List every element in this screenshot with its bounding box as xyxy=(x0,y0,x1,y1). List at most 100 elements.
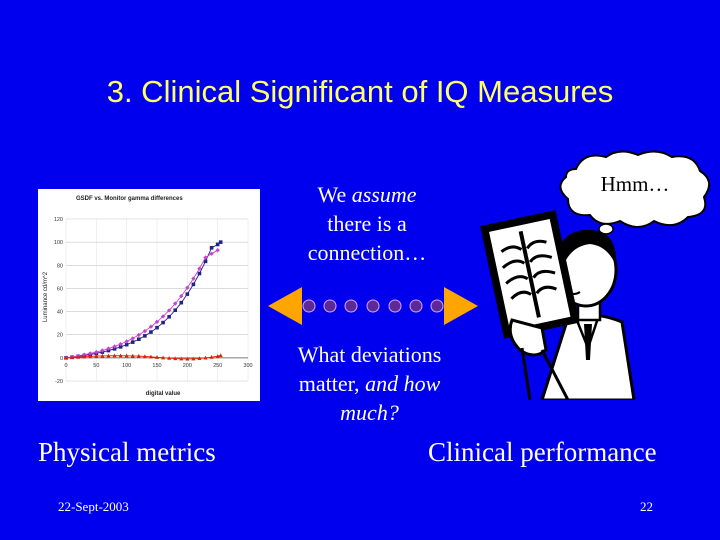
data-point xyxy=(130,336,135,341)
data-point xyxy=(112,353,117,358)
x-tick-label: 150 xyxy=(152,363,161,369)
data-point xyxy=(136,353,141,358)
data-point xyxy=(215,354,220,358)
data-point xyxy=(100,348,105,353)
data-point xyxy=(106,353,111,358)
assume-line3: connection… xyxy=(307,240,427,265)
data-point xyxy=(161,320,165,325)
data-point xyxy=(197,266,202,271)
y-tick-label: 20 xyxy=(57,333,63,339)
chart-xlabel: digital value xyxy=(146,391,181,397)
data-point xyxy=(209,251,214,256)
chart-title: GSDF vs. Monitor gamma differences xyxy=(76,196,183,202)
data-point xyxy=(185,292,190,296)
deviations-line3: much? xyxy=(340,400,399,425)
data-point xyxy=(130,353,135,358)
data-point xyxy=(166,308,172,313)
data-point xyxy=(136,332,141,338)
data-point xyxy=(191,276,196,281)
slide-title: 3. Clinical Significant of IQ Measures xyxy=(106,74,614,109)
data-point xyxy=(137,337,141,342)
data-point xyxy=(197,271,202,276)
data-point xyxy=(167,314,171,319)
data-point xyxy=(76,354,81,359)
data-point xyxy=(215,242,220,247)
data-point xyxy=(124,342,129,347)
data-point xyxy=(64,355,68,360)
assume-line1-start: We xyxy=(317,182,352,207)
thought-bubble-icon xyxy=(559,150,711,244)
x-tick-label: 300 xyxy=(243,363,252,369)
y-tick-label: -20 xyxy=(55,379,63,385)
data-point xyxy=(124,339,129,344)
data-point xyxy=(218,353,223,358)
data-point xyxy=(185,285,190,290)
data-point xyxy=(191,356,196,361)
data-point xyxy=(88,354,93,359)
data-point xyxy=(179,300,184,305)
data-point xyxy=(94,349,99,355)
y-tick-label: 120 xyxy=(54,217,63,223)
data-point xyxy=(179,356,184,361)
deviations-line2-italic: and how xyxy=(365,371,441,396)
y-tick-label: 60 xyxy=(57,286,63,292)
data-point xyxy=(215,248,220,253)
clinical-performance-label: Clinical performance xyxy=(428,437,657,467)
data-point xyxy=(118,341,123,347)
deviations-line2-start: matter, xyxy=(298,371,366,396)
thought-text: Hmm… xyxy=(600,172,670,196)
chart-ylabel: Luminance cd/m^2 xyxy=(43,271,49,322)
data-point xyxy=(106,346,111,351)
x-tick-label: 250 xyxy=(213,363,222,369)
data-point xyxy=(100,353,105,358)
data-point xyxy=(191,282,196,287)
data-point xyxy=(155,325,159,330)
physical-metrics-label: Physical metrics xyxy=(38,437,216,467)
x-tick-label: 0 xyxy=(64,363,67,369)
series-line xyxy=(65,241,221,359)
data-point xyxy=(148,324,154,329)
data-point xyxy=(185,356,190,361)
data-point xyxy=(203,355,208,360)
y-tick-label: 80 xyxy=(57,263,63,269)
data-point xyxy=(179,293,184,299)
data-point xyxy=(149,330,153,334)
page-number: 22 xyxy=(640,499,653,514)
data-point xyxy=(142,354,147,359)
data-point xyxy=(112,344,117,349)
data-point xyxy=(173,356,178,361)
data-point xyxy=(173,301,178,306)
series-line xyxy=(65,249,218,359)
data-point xyxy=(209,354,214,359)
data-point xyxy=(124,353,129,358)
data-point xyxy=(209,246,214,250)
footer-date: 22-Sept-2003 xyxy=(58,499,129,514)
x-tick-label: 100 xyxy=(122,363,131,369)
data-point xyxy=(118,353,123,358)
data-point xyxy=(148,354,153,359)
y-tick-label: 40 xyxy=(57,310,63,316)
deviations-text: What deviations matter, and how much? xyxy=(262,340,477,427)
data-point xyxy=(197,356,202,361)
data-point xyxy=(70,355,75,360)
deviations-line1: What deviations xyxy=(297,342,442,367)
data-point xyxy=(173,308,177,312)
data-point xyxy=(94,353,99,358)
y-tick-label: 100 xyxy=(54,240,63,246)
data-point xyxy=(203,259,208,264)
double-arrow-icon xyxy=(268,287,478,325)
data-point xyxy=(82,354,87,359)
data-point xyxy=(130,340,135,344)
data-point xyxy=(143,334,147,338)
data-point xyxy=(160,314,166,319)
data-point xyxy=(88,351,93,356)
assumption-text: We assume there is a connection… xyxy=(272,180,462,267)
data-point xyxy=(142,328,148,334)
assume-line2: there is a xyxy=(327,211,407,236)
data-point xyxy=(118,345,123,349)
x-tick-label: 50 xyxy=(93,363,99,369)
y-tick-label: 0 xyxy=(60,356,63,362)
data-point xyxy=(155,355,159,359)
data-point xyxy=(203,255,208,260)
x-tick-label: 200 xyxy=(183,363,192,369)
